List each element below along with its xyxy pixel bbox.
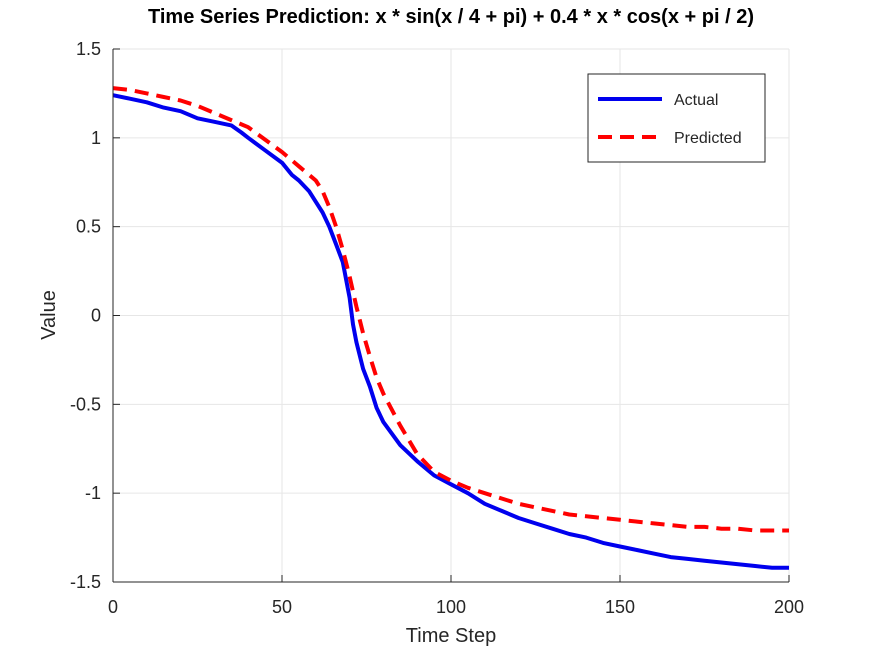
x-tick-label: 50: [272, 597, 292, 617]
series-line-actual: [112, 93, 789, 570]
y-axis-label: Value: [38, 290, 60, 340]
legend: Actual Predicted: [587, 73, 766, 163]
y-tick-label: 1: [91, 128, 101, 148]
y-tick-label: 0: [91, 306, 101, 326]
y-tick-label: -0.5: [70, 394, 101, 414]
x-tick-label: 0: [108, 597, 118, 617]
series-line-predicted: [112, 86, 789, 533]
y-tick-label: -1.5: [70, 572, 101, 592]
ticks: 0 50 100 150 200 -1.5 -1 -0.5 0 0.5 1 1.5: [70, 39, 804, 617]
y-tick-label: 1.5: [76, 39, 101, 59]
series-layer: [112, 86, 789, 570]
x-tick-label: 200: [774, 597, 804, 617]
x-tick-label: 150: [605, 597, 635, 617]
x-tick-label: 100: [436, 597, 466, 617]
y-tick-label: 0.5: [76, 217, 101, 237]
chart-title: Time Series Prediction: x * sin(x / 4 + …: [148, 6, 754, 28]
y-tick-label: -1: [85, 483, 101, 503]
legend-label-predicted: Predicted: [674, 130, 742, 147]
legend-box: [587, 73, 766, 163]
legend-label-actual: Actual: [674, 92, 718, 109]
x-axis-label: Time Step: [406, 625, 496, 647]
